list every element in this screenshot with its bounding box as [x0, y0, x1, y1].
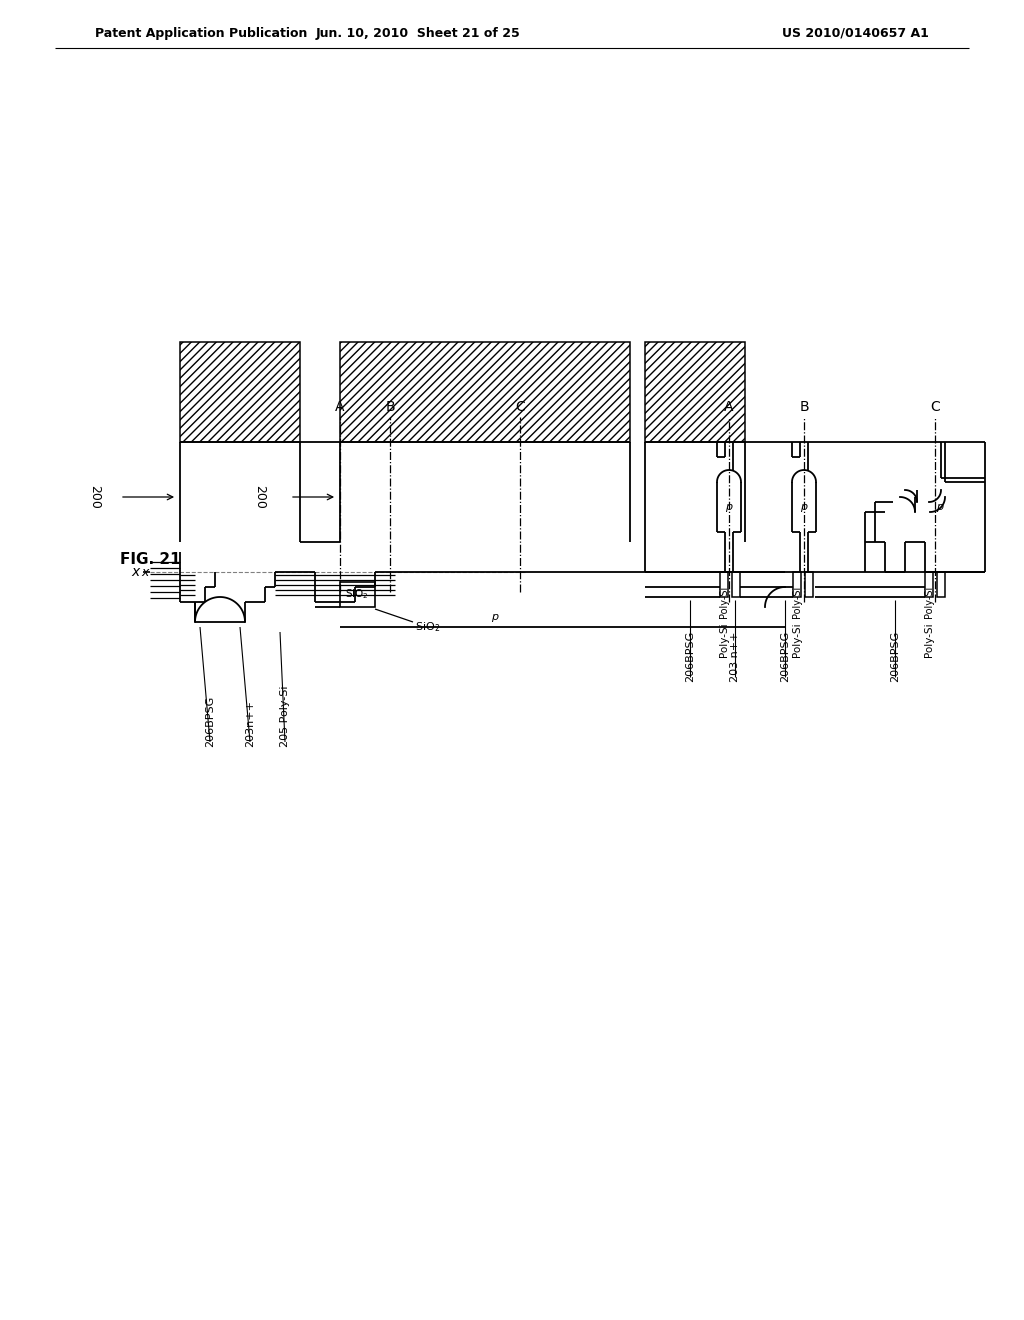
Text: p: p: [492, 612, 499, 622]
Bar: [340, 582, 375, 607]
Text: 203n++: 203n++: [245, 700, 255, 747]
Bar: [720, 572, 728, 597]
Text: Poly-Si: Poly-Si: [924, 586, 934, 618]
Bar: [793, 572, 801, 597]
Text: Patent Application Publication: Patent Application Publication: [95, 26, 307, 40]
Text: Jun. 10, 2010  Sheet 21 of 25: Jun. 10, 2010 Sheet 21 of 25: [315, 26, 520, 40]
Text: 206BPSG: 206BPSG: [890, 631, 900, 682]
Text: 200: 200: [88, 484, 101, 510]
Text: Poly-Si: Poly-Si: [792, 586, 802, 618]
Text: FIG. 21: FIG. 21: [120, 553, 180, 568]
Text: Poly-Si: Poly-Si: [924, 622, 934, 657]
Text: x: x: [131, 565, 139, 579]
Text: C: C: [930, 400, 940, 414]
Bar: [805, 572, 813, 597]
Text: 200: 200: [254, 484, 266, 510]
Bar: [937, 572, 945, 597]
Text: A: A: [724, 400, 734, 414]
Bar: [180, 342, 300, 442]
Text: Poly-Si: Poly-Si: [719, 586, 729, 618]
Text: 205 Poly-Si: 205 Poly-Si: [280, 685, 290, 747]
Text: B: B: [799, 400, 809, 414]
Text: SiO$_2$: SiO$_2$: [415, 620, 440, 634]
Bar: [732, 572, 740, 597]
Text: x: x: [141, 565, 148, 578]
Text: A: A: [335, 400, 345, 414]
Text: SiO$_2$: SiO$_2$: [345, 587, 369, 601]
Text: C: C: [515, 400, 525, 414]
Text: p: p: [801, 502, 808, 512]
Text: Poly-Si: Poly-Si: [719, 622, 729, 657]
Text: 206BPSG: 206BPSG: [685, 631, 695, 682]
Text: Poly-Si: Poly-Si: [792, 622, 802, 657]
Text: US 2010/0140657 A1: US 2010/0140657 A1: [782, 26, 929, 40]
Bar: [645, 342, 745, 442]
Text: B: B: [385, 400, 395, 414]
Text: p: p: [936, 502, 943, 512]
Bar: [925, 572, 933, 597]
Bar: [340, 342, 630, 442]
Text: p: p: [725, 502, 732, 512]
Text: 206BPSG: 206BPSG: [780, 631, 790, 682]
Text: 206BPSG: 206BPSG: [205, 696, 215, 747]
Text: 203 n++: 203 n++: [730, 631, 740, 682]
